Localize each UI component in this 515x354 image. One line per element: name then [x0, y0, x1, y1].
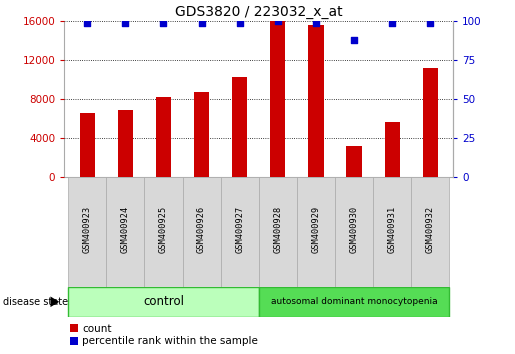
Point: [159, 20, 167, 25]
Text: GSM400924: GSM400924: [121, 206, 130, 253]
Bar: [80, 113, 95, 177]
Bar: [106, 177, 144, 287]
Text: GSM400928: GSM400928: [273, 206, 282, 253]
Text: GSM400931: GSM400931: [388, 206, 397, 253]
Text: control: control: [143, 295, 184, 308]
Text: GSM400930: GSM400930: [350, 206, 358, 253]
Text: GSM400923: GSM400923: [83, 206, 92, 253]
Text: disease state: disease state: [3, 297, 67, 307]
Bar: [411, 177, 450, 287]
Point: [312, 20, 320, 25]
Bar: [423, 68, 438, 177]
Bar: [220, 177, 259, 287]
Bar: [182, 177, 220, 287]
Bar: [68, 177, 106, 287]
Bar: [335, 177, 373, 287]
Point: [235, 20, 244, 25]
Point: [197, 20, 205, 25]
Bar: [308, 25, 323, 177]
Text: GSM400929: GSM400929: [312, 206, 320, 253]
Bar: [194, 92, 209, 177]
Text: GSM400925: GSM400925: [159, 206, 168, 253]
Bar: [156, 97, 171, 177]
Text: autosomal dominant monocytopenia: autosomal dominant monocytopenia: [271, 297, 437, 306]
Text: GSM400926: GSM400926: [197, 206, 206, 253]
Point: [350, 37, 358, 43]
Bar: [144, 177, 182, 287]
Bar: [373, 177, 411, 287]
Point: [388, 20, 397, 25]
Text: GSM400927: GSM400927: [235, 206, 244, 253]
Point: [83, 20, 91, 25]
Bar: [259, 287, 450, 317]
Point: [274, 18, 282, 24]
Text: GSM400932: GSM400932: [426, 206, 435, 253]
Bar: [347, 146, 362, 177]
Bar: [118, 110, 133, 177]
Bar: [385, 122, 400, 177]
Legend: count, percentile rank within the sample: count, percentile rank within the sample: [70, 324, 258, 347]
Bar: [232, 77, 247, 177]
Point: [121, 20, 129, 25]
Bar: [297, 177, 335, 287]
Title: GDS3820 / 223032_x_at: GDS3820 / 223032_x_at: [175, 5, 342, 19]
Point: [426, 20, 435, 25]
Bar: [68, 287, 259, 317]
Bar: [270, 21, 285, 177]
Bar: [259, 177, 297, 287]
